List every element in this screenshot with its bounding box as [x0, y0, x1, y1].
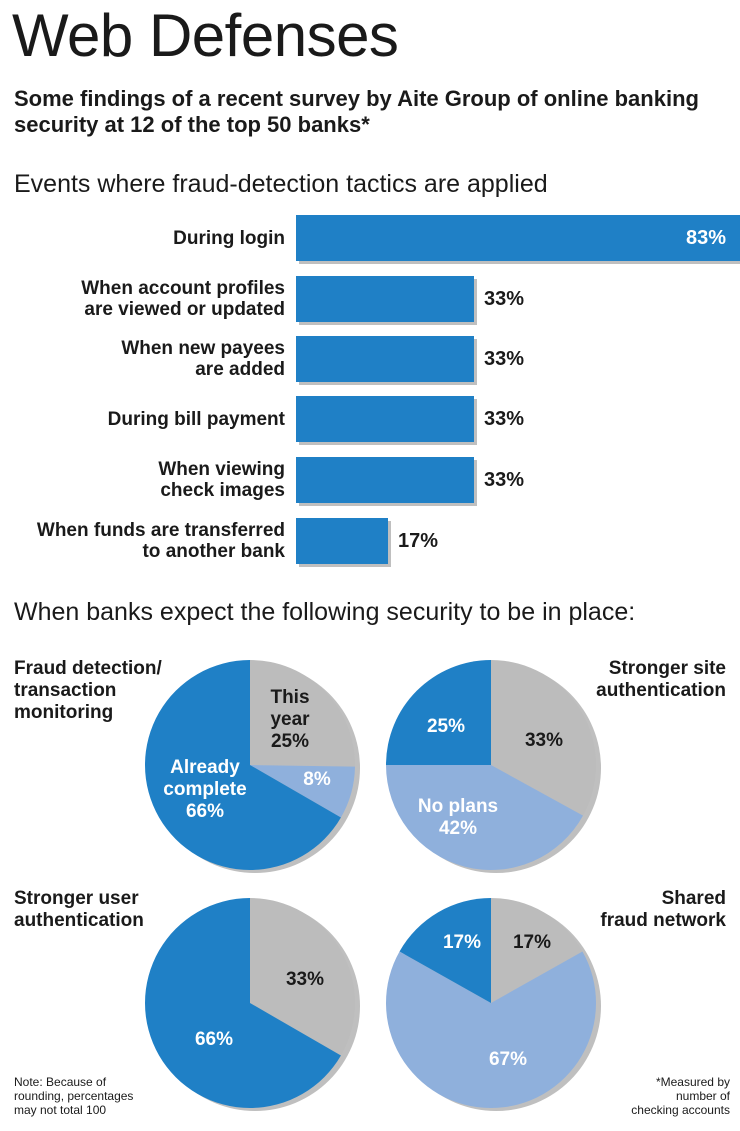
pie-slice-label-line: complete [163, 779, 247, 800]
note-line: *Measured by [655, 1075, 730, 1089]
pie-slice [145, 898, 341, 1108]
bar-chart-title: Events where fraud-detection tactics are… [14, 170, 548, 198]
pie-slice-label-line: 66% [185, 801, 225, 822]
pie-slice [386, 951, 596, 1108]
pie-slice-label-line: This [270, 687, 310, 708]
pie-slice [399, 898, 491, 1003]
pie-slice-label: 17% [513, 932, 551, 954]
pie-slice-label-line: 67% [488, 1049, 528, 1070]
bar [296, 457, 474, 503]
bar-value-label: 33% [484, 408, 525, 430]
bar-category-line: When funds are transferred [36, 520, 285, 541]
bar-value-label: 33% [484, 469, 525, 491]
pie-slice-label-line: 25% [270, 731, 310, 752]
pie-title-line: transaction [14, 680, 117, 701]
bar-category-label: During login [0, 228, 285, 249]
pie-title-line: Fraud detection/ [14, 658, 162, 679]
bar-category-label: When funds are transferred to another ban… [0, 520, 285, 562]
pie-slice-label: 67% [489, 1049, 527, 1071]
pie-slice-label-line: 42% [438, 818, 478, 839]
pie-slice-label-line: 8% [303, 769, 331, 790]
bar-category-label: When viewing check images [0, 459, 285, 501]
pie-slice-label: This year 25% [270, 687, 309, 753]
bar-value-label: 33% [484, 288, 525, 310]
bar-category-line: When account profiles [81, 278, 285, 299]
pie-slice-label-line: 17% [442, 932, 482, 953]
pie-slice-label: 25% [427, 716, 465, 738]
bar-value-label: 83% [686, 227, 727, 249]
pie-slice [250, 660, 355, 767]
pie-slice-label: Already complete 66% [163, 757, 246, 823]
bar-category-line: During bill payment [107, 408, 285, 430]
bar [296, 396, 474, 442]
pie-slice [386, 765, 584, 871]
pie-slice-label-line: Already [170, 757, 240, 778]
pie-title: Fraud detection/transaction monitoring [14, 658, 162, 724]
note-line: checking accounts [631, 1103, 730, 1117]
pie-slice-label: 66% [195, 1029, 233, 1051]
pie-title-line: authentication [14, 910, 144, 931]
page-title: Web Defenses [12, 2, 399, 69]
pie-title-line: authentication [596, 680, 726, 701]
pie-slice [250, 765, 355, 818]
page-subtitle: Some findings of a recent survey by Aite… [14, 86, 699, 137]
pie-slice-label-line: 66% [194, 1029, 234, 1050]
pie-title-line: monitoring [14, 702, 114, 723]
bar-category-line: When new payees [121, 338, 285, 359]
bar [296, 518, 388, 564]
pie-slice-label-line: 25% [426, 716, 466, 737]
bar-category-line: are viewed or updated [84, 299, 285, 320]
pie-title: Stronger site authentication [596, 658, 726, 702]
bar [296, 215, 740, 261]
pie-slice [491, 660, 596, 816]
pie-slice [250, 898, 356, 1056]
bar [296, 276, 474, 322]
pie-slice [491, 898, 583, 1003]
bar-category-line: During login [173, 227, 285, 249]
pie-title-line: Shared [661, 888, 726, 909]
pie-slice-label-line: year [270, 709, 310, 730]
bar-value-label: 33% [484, 348, 525, 370]
pie-slice [145, 660, 341, 871]
pie-slice-label-line: No plans [417, 796, 499, 817]
bar-category-label: When account profiles are viewed or updat… [0, 278, 285, 320]
note-line: may not total 100 [14, 1103, 107, 1117]
pie-slice-label-line: 33% [285, 969, 325, 990]
pie-title-line: Stronger user [14, 888, 139, 909]
pie-slice-label-line: 17% [512, 932, 552, 953]
pie-slice-label: No plans 42% [418, 796, 498, 840]
pie-slice-label-line: 33% [524, 730, 564, 751]
measurement-note: *Measured by number of checking accounts [631, 1075, 730, 1117]
pie-slice-label: 17% [443, 932, 481, 954]
pie-title-line: Stronger site [608, 658, 726, 679]
rounding-note: Note: Because of rounding, percentages may… [14, 1075, 133, 1117]
pie-title-line: fraud network [600, 910, 726, 931]
bar [296, 336, 474, 382]
bar-category-line: to another bank [142, 541, 285, 562]
pie-slice [386, 660, 491, 765]
note-line: Note: Because of [14, 1075, 107, 1089]
pie-title: Stronger user authentication [14, 888, 144, 932]
pie-section-title: When banks expect the following security… [14, 598, 636, 626]
bar-category-label: During bill payment [0, 409, 285, 430]
bar-category-line: are added [195, 359, 285, 380]
bar-chart: During login 83% When account profiles are … [0, 205, 740, 575]
note-line: number of [675, 1089, 730, 1103]
bar-category-label: When new payees are added [0, 338, 285, 380]
pie-slice-label: 33% [286, 969, 324, 991]
pie-slice-label: 8% [303, 769, 330, 791]
pie-title: Shared fraud network [600, 888, 726, 932]
pie-slice-label: 33% [525, 730, 563, 752]
bar-category-line: When viewing [158, 459, 285, 480]
bar-category-line: check images [160, 480, 285, 501]
bar-value-label: 17% [398, 530, 439, 552]
note-line: rounding, percentages [14, 1089, 134, 1103]
